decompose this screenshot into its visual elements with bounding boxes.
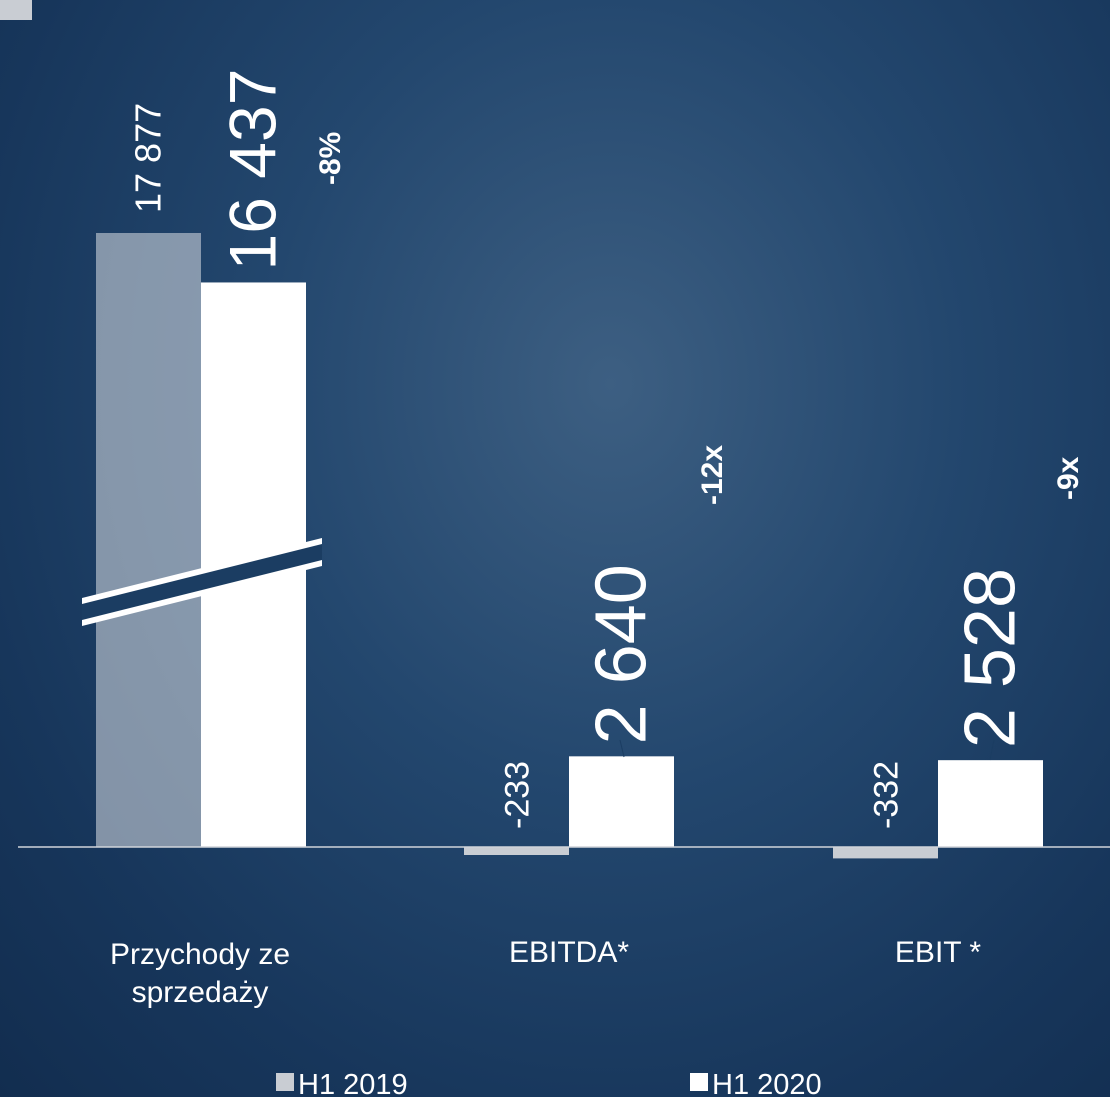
bar [96, 233, 201, 847]
labels: 17 877 -233 -332 16 437 2 640 2 528 -8% -12x -9x [128, 69, 1086, 829]
value-label: 2 640 [582, 564, 662, 744]
axis-break [82, 538, 322, 626]
bar [464, 847, 569, 856]
corner-decoration [0, 0, 32, 20]
leader-line [989, 739, 995, 761]
value-label: 2 528 [951, 568, 1031, 748]
value-label: -332 [868, 761, 906, 829]
change-label: -12x [696, 445, 729, 505]
value-label: 17 877 [128, 103, 169, 213]
bar [938, 760, 1043, 847]
value-label: 16 437 [216, 69, 290, 271]
bar [569, 756, 674, 847]
legend-label: H1 2020 [712, 1069, 822, 1097]
change-label: -8% [314, 132, 347, 185]
category-label: EBIT * [894, 936, 982, 969]
category-label: EBITDA* [508, 936, 630, 969]
change-label: -9x [1052, 456, 1085, 500]
bar [833, 847, 938, 859]
legend-swatch [690, 1073, 708, 1091]
leader-line [619, 739, 625, 758]
legend-label: H1 2019 [298, 1069, 408, 1097]
category-label: Przychody ze sprzedaży [109, 938, 291, 1009]
value-label: -233 [499, 761, 537, 829]
legend-swatch [276, 1073, 294, 1091]
